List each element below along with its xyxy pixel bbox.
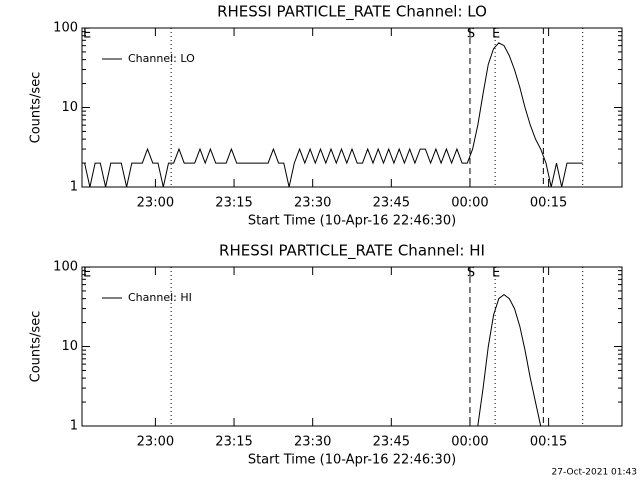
x-tick-label: 00:15 <box>530 435 567 450</box>
x-tick-label: 00:15 <box>530 196 567 211</box>
x-axis-label: Start Time (10-Apr-16 22:46:30) <box>248 214 456 229</box>
y-tick-label: 1 <box>70 180 78 195</box>
y-axis-label: Counts/sec <box>29 72 44 144</box>
x-tick-label: 23:00 <box>137 435 174 450</box>
x-tick-label: 23:30 <box>294 435 331 450</box>
y-tick-label: 1 <box>70 419 78 434</box>
x-tick-label: 23:45 <box>373 196 410 211</box>
x-tick-label: 23:15 <box>215 196 252 211</box>
x-tick-label: 23:15 <box>215 435 252 450</box>
legend-label: Channel: LO <box>128 52 195 65</box>
marker-label: S <box>467 266 475 281</box>
legend-label: Channel: HI <box>128 291 192 304</box>
x-axis-label: Start Time (10-Apr-16 22:46:30) <box>248 453 456 468</box>
edge-label: E <box>83 27 91 42</box>
chart-title: RHESSI PARTICLE_RATE Channel: LO <box>217 3 487 22</box>
edge-label: E <box>83 266 91 281</box>
y-tick-label: 100 <box>53 21 78 36</box>
y-axis-label: Counts/sec <box>29 311 44 383</box>
marker-label: E <box>492 266 500 281</box>
y-tick-label: 100 <box>53 260 78 275</box>
data-line <box>84 42 583 188</box>
x-tick-label: 23:30 <box>294 196 331 211</box>
x-tick-label: 00:00 <box>451 196 488 211</box>
data-line <box>477 293 542 427</box>
y-tick-label: 10 <box>61 339 78 354</box>
marker-label: S <box>467 27 475 42</box>
x-tick-label: 23:00 <box>137 196 174 211</box>
x-tick-label: 00:00 <box>451 435 488 450</box>
chart-title: RHESSI PARTICLE_RATE Channel: HI <box>219 242 485 261</box>
marker-label: E <box>492 27 500 42</box>
y-tick-label: 10 <box>61 100 78 115</box>
footer: 27-Oct-2021 01:43 <box>552 468 637 478</box>
x-tick-label: 23:45 <box>373 435 410 450</box>
